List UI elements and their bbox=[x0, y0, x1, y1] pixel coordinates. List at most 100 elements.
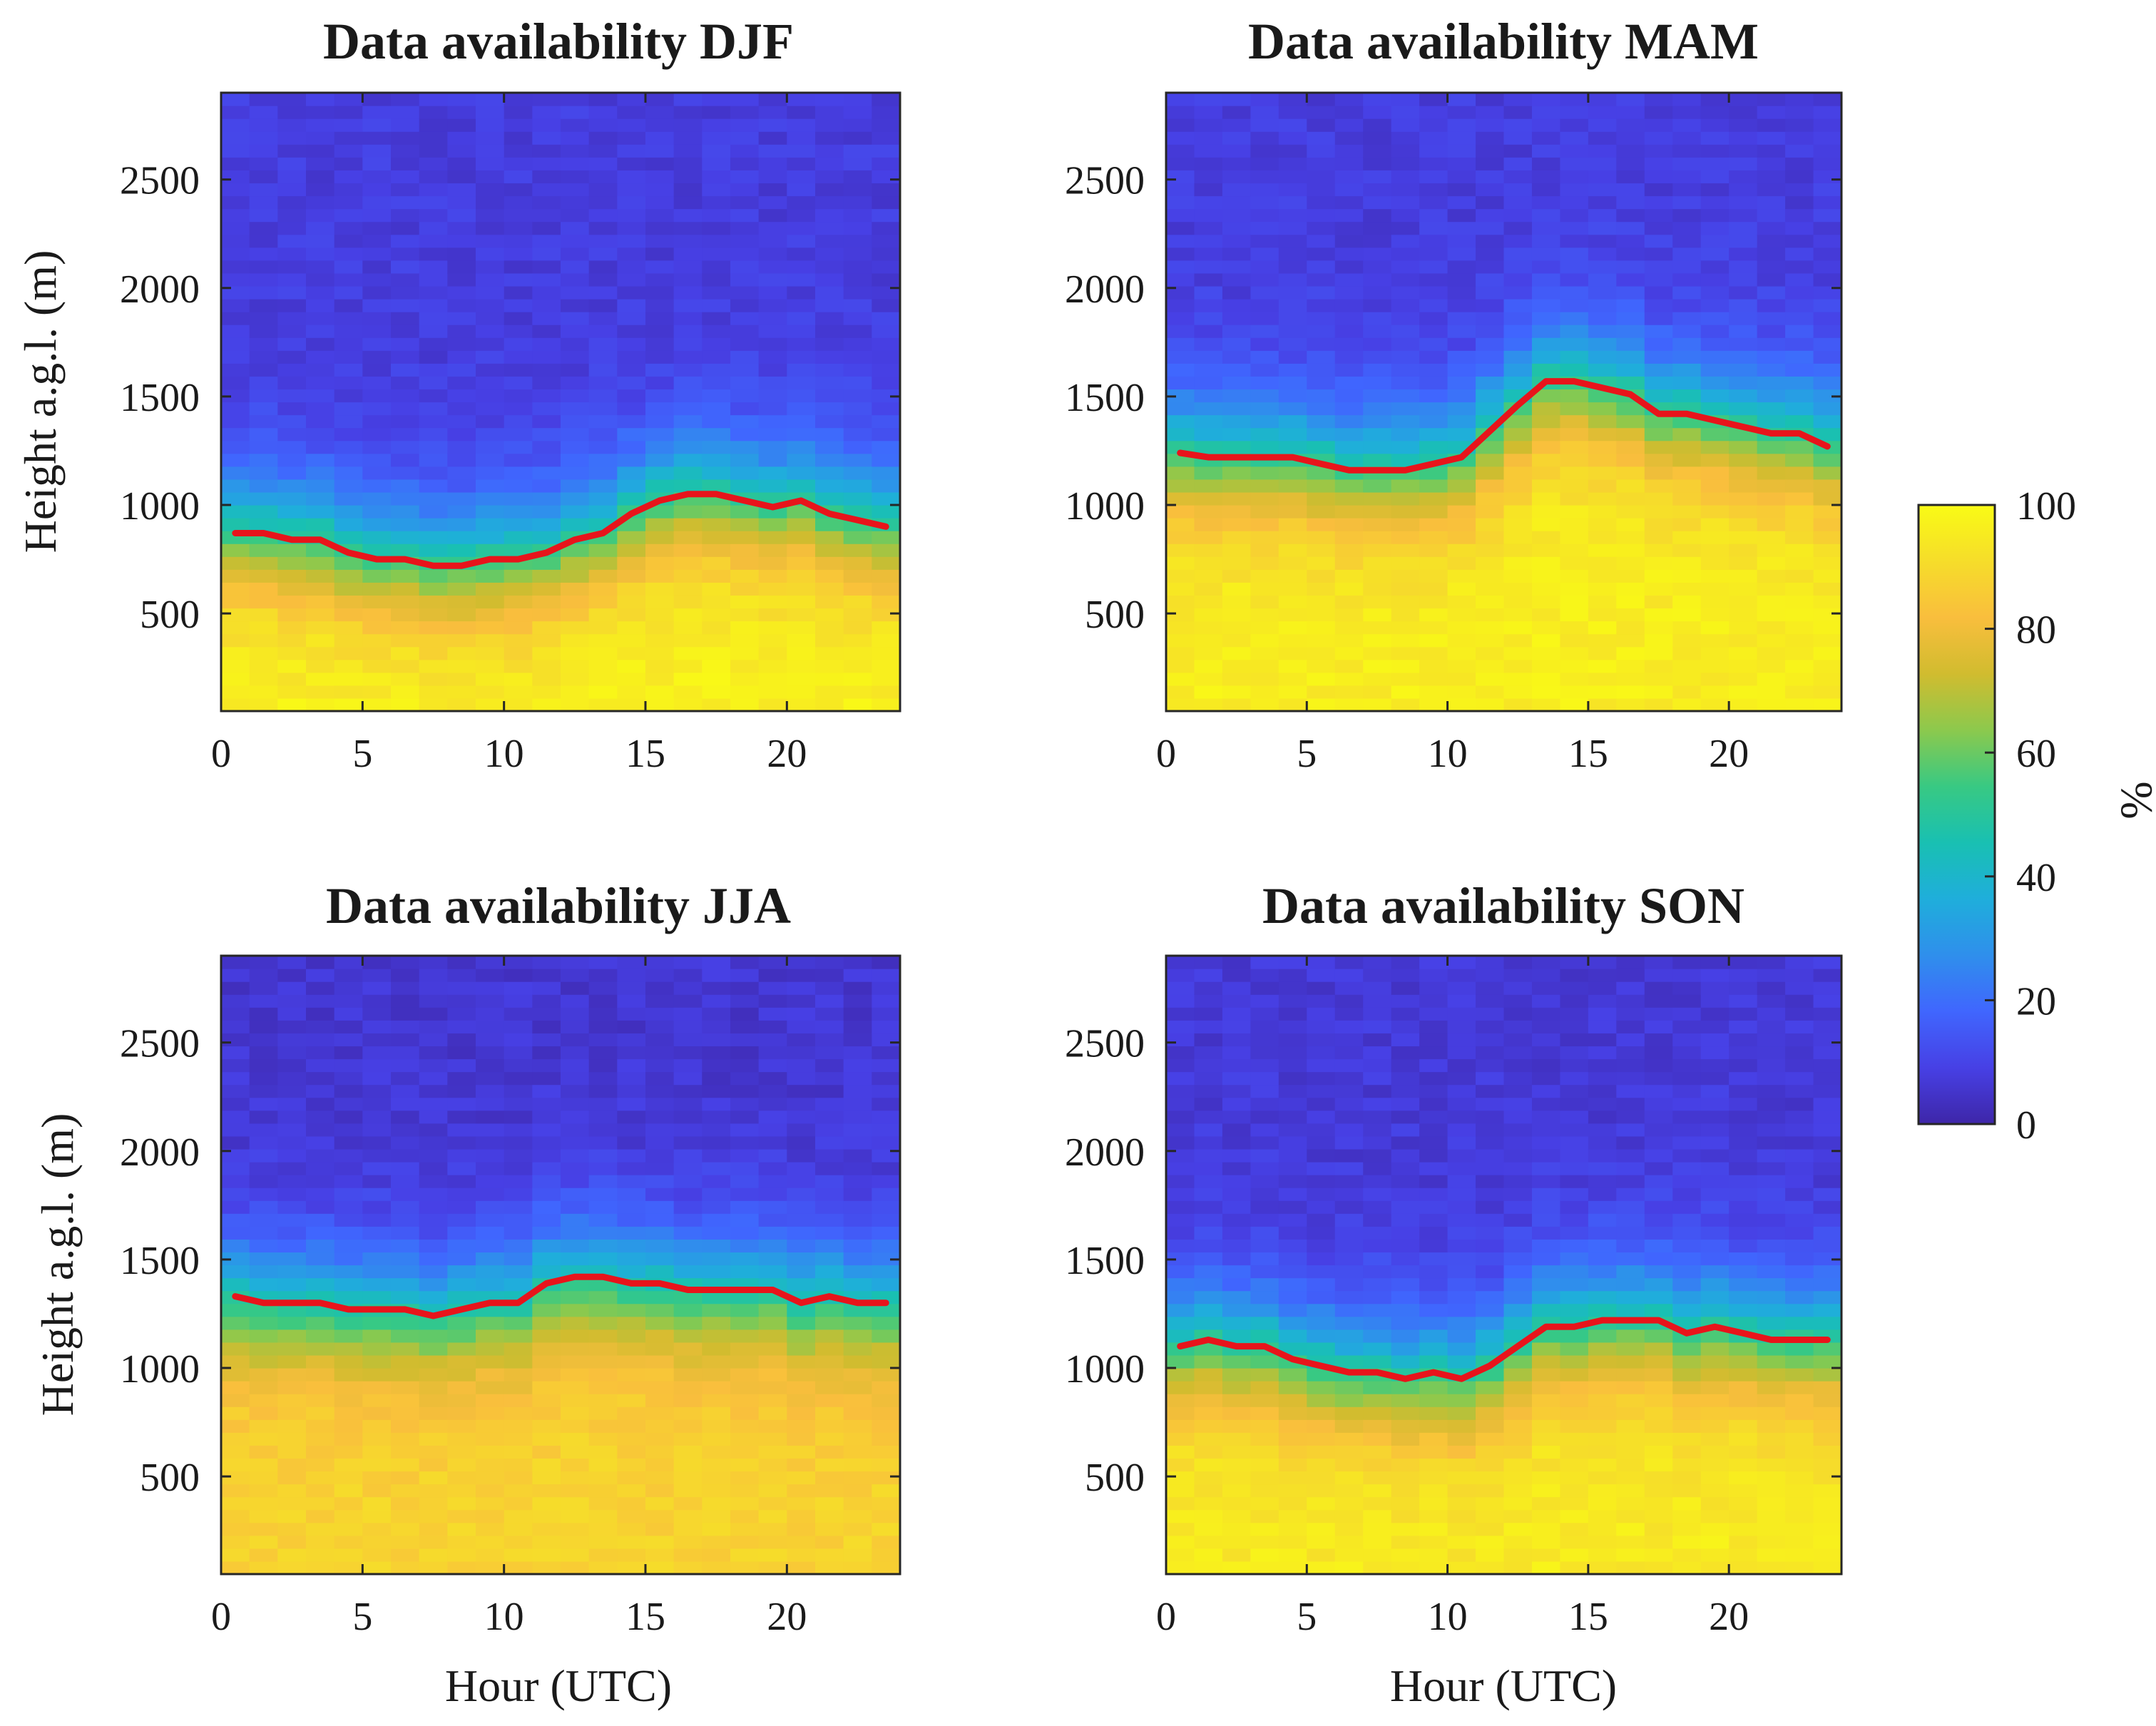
heatmap-cell bbox=[249, 285, 278, 300]
heatmap-cell bbox=[702, 1033, 731, 1047]
heatmap-cell bbox=[1729, 479, 1758, 493]
heatmap-cell bbox=[1729, 195, 1758, 210]
heatmap-cell bbox=[1560, 247, 1589, 261]
heatmap-cell bbox=[1813, 260, 1842, 274]
heatmap-cell bbox=[561, 491, 590, 506]
heatmap-cell bbox=[730, 621, 760, 635]
heatmap-cell bbox=[645, 543, 675, 557]
heatmap-cell bbox=[504, 1329, 533, 1343]
heatmap-cell bbox=[588, 131, 618, 145]
heatmap-cell bbox=[787, 1084, 816, 1098]
heatmap-cell bbox=[249, 1342, 278, 1356]
heatmap-cell bbox=[1391, 569, 1420, 583]
heatmap-cell bbox=[504, 505, 533, 519]
heatmap-cell bbox=[1813, 672, 1842, 686]
heatmap-cell bbox=[1447, 337, 1476, 351]
heatmap-cell bbox=[1166, 1110, 1195, 1124]
heatmap-cell bbox=[362, 1084, 392, 1098]
heatmap-cell bbox=[391, 1522, 420, 1536]
heatmap-cell bbox=[1644, 505, 1673, 519]
heatmap-cell bbox=[1729, 1097, 1758, 1111]
heatmap-cell bbox=[1644, 543, 1673, 557]
heatmap-cell bbox=[504, 1058, 533, 1073]
heatmap-cell bbox=[1391, 956, 1420, 969]
heatmap-cell bbox=[419, 453, 448, 467]
heatmap-cell bbox=[758, 1509, 787, 1523]
heatmap-cell bbox=[249, 479, 278, 493]
heatmap-cell bbox=[1166, 621, 1195, 635]
heatmap-cell bbox=[221, 1213, 250, 1227]
heatmap-cell bbox=[843, 1406, 872, 1420]
heatmap-cell bbox=[1447, 1496, 1476, 1511]
heatmap-cell bbox=[1813, 402, 1842, 416]
heatmap-cell bbox=[1672, 1381, 1702, 1394]
heatmap-cell bbox=[277, 131, 307, 145]
heatmap-cell bbox=[419, 1419, 448, 1433]
heatmap-cell bbox=[702, 1548, 731, 1562]
heatmap-cell bbox=[588, 1252, 618, 1266]
heatmap-cell bbox=[1785, 195, 1814, 210]
heatmap-cell bbox=[1729, 1252, 1758, 1266]
heatmap-cell bbox=[1334, 1020, 1364, 1033]
heatmap-cell bbox=[843, 621, 872, 635]
heatmap-cell bbox=[419, 685, 448, 699]
x-tick-label: 10 bbox=[1428, 1595, 1468, 1639]
heatmap-cell bbox=[1419, 1277, 1449, 1292]
heatmap-cell bbox=[787, 1265, 816, 1279]
heatmap-cell bbox=[1391, 1458, 1420, 1472]
heatmap-cell bbox=[504, 1110, 533, 1124]
heatmap-cell bbox=[1757, 272, 1786, 287]
heatmap-cell bbox=[1250, 1535, 1279, 1549]
heatmap-cell bbox=[334, 556, 363, 570]
heatmap-cell bbox=[1700, 1046, 1730, 1060]
heatmap-cell bbox=[758, 1316, 787, 1330]
heatmap-cell bbox=[362, 1419, 392, 1433]
heatmap-cell bbox=[1503, 195, 1533, 210]
heatmap-cell bbox=[1560, 170, 1589, 184]
heatmap-cell bbox=[1785, 1471, 1814, 1485]
heatmap-cell bbox=[758, 221, 787, 235]
heatmap-cell bbox=[532, 1548, 561, 1562]
heatmap-cell bbox=[1785, 1097, 1814, 1111]
heatmap-cell bbox=[617, 285, 646, 300]
heatmap-cell bbox=[758, 994, 787, 1008]
heatmap-cell bbox=[1616, 646, 1645, 660]
heatmap-cell bbox=[362, 621, 392, 635]
heatmap-cell bbox=[617, 1252, 646, 1266]
heatmap-cell bbox=[758, 466, 787, 480]
heatmap-cell bbox=[1334, 1471, 1364, 1485]
heatmap-cell bbox=[277, 981, 307, 995]
heatmap-cell bbox=[1729, 440, 1758, 454]
heatmap-cell bbox=[1588, 1020, 1617, 1033]
heatmap-cell bbox=[702, 1084, 731, 1098]
heatmap-cell bbox=[1531, 1445, 1561, 1459]
heatmap-cell bbox=[1644, 1007, 1673, 1021]
heatmap-cell bbox=[1531, 633, 1561, 648]
heatmap-cell bbox=[221, 491, 250, 506]
heatmap-cell bbox=[843, 1535, 872, 1549]
heatmap-cell bbox=[617, 1135, 646, 1150]
heatmap-cell bbox=[1700, 1071, 1730, 1086]
heatmap-cell bbox=[532, 131, 561, 145]
heatmap-cell bbox=[1250, 698, 1279, 712]
heatmap-cell bbox=[1757, 1213, 1786, 1227]
heatmap-cell bbox=[1419, 1509, 1449, 1523]
heatmap-cell bbox=[561, 1509, 590, 1523]
heatmap-cell bbox=[730, 1252, 760, 1266]
heatmap-cell bbox=[758, 1471, 787, 1485]
heatmap-cell bbox=[1616, 1368, 1645, 1382]
heatmap-cell bbox=[1476, 208, 1505, 223]
heatmap-cell bbox=[419, 1033, 448, 1047]
heatmap-cell bbox=[1307, 1432, 1336, 1446]
heatmap-cell bbox=[1476, 1432, 1505, 1446]
heatmap-cell bbox=[730, 1303, 760, 1317]
heatmap-cell bbox=[787, 1239, 816, 1253]
heatmap-cell bbox=[561, 325, 590, 338]
heatmap-cell bbox=[1813, 414, 1842, 429]
heatmap-cell bbox=[872, 621, 901, 635]
heatmap-cell bbox=[249, 1381, 278, 1394]
heatmap-cell bbox=[447, 285, 476, 300]
heatmap-cell bbox=[504, 208, 533, 223]
heatmap-cell bbox=[1334, 1226, 1364, 1240]
heatmap-cell bbox=[1419, 1071, 1449, 1086]
